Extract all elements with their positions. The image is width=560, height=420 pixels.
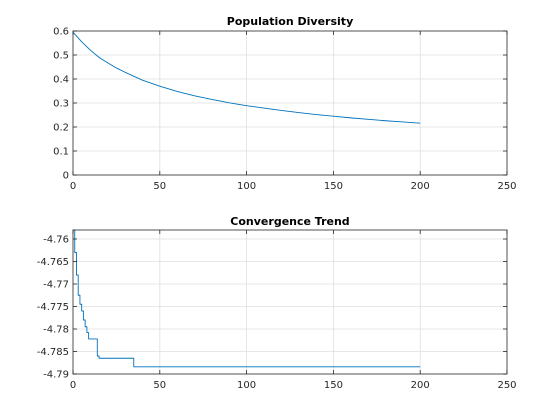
chart-title: Convergence Trend [230,215,349,228]
x-tick-label: 100 [237,380,256,391]
y-tick-label: -4.775 [37,302,69,313]
y-tick-label: -4.76 [43,235,69,246]
plot-area [73,230,507,374]
x-tick-label: 250 [497,181,516,192]
y-tick-label: -4.79 [43,370,69,381]
chart-convergence-trend: 0 50 100 150 200 250 -4.76 -4.765 -4.77 -4.775 -4.… [37,215,517,391]
y-tick-label: -4.785 [37,347,69,358]
y-tick-label: 0.3 [53,99,69,110]
y-tick-label: 0.4 [53,75,69,86]
chart-title: Population Diversity [227,15,353,28]
axes-box [72,229,508,375]
series-line [73,229,421,368]
x-tick-label: 0 [70,380,76,391]
series-line [72,31,421,124]
y-tick-label: -4.765 [37,257,69,268]
y-tick-label: -4.77 [43,280,69,291]
chart-population-diversity: 0 50 100 150 200 250 0 0.1 0.2 0.3 0.4 0.5 0.6 Popula… [53,15,516,192]
x-tick-label: 150 [324,380,343,391]
x-tick-label: 150 [324,181,343,192]
x-tick-label: 50 [153,380,166,391]
x-tick-label: 0 [70,181,76,192]
y-tick-label: 0.5 [53,51,69,62]
y-tick-label: 0.1 [53,147,69,158]
y-tick-label: 0.6 [53,27,69,38]
x-tick-label: 200 [411,380,430,391]
x-tick-label: 50 [153,181,166,192]
y-tick-label: 0.2 [53,123,69,134]
x-tick-label: 100 [237,181,256,192]
x-tick-label: 200 [411,181,430,192]
x-tick-label: 250 [497,380,516,391]
y-tick-label: -4.78 [43,325,69,336]
y-tick-label: 0 [63,171,69,182]
